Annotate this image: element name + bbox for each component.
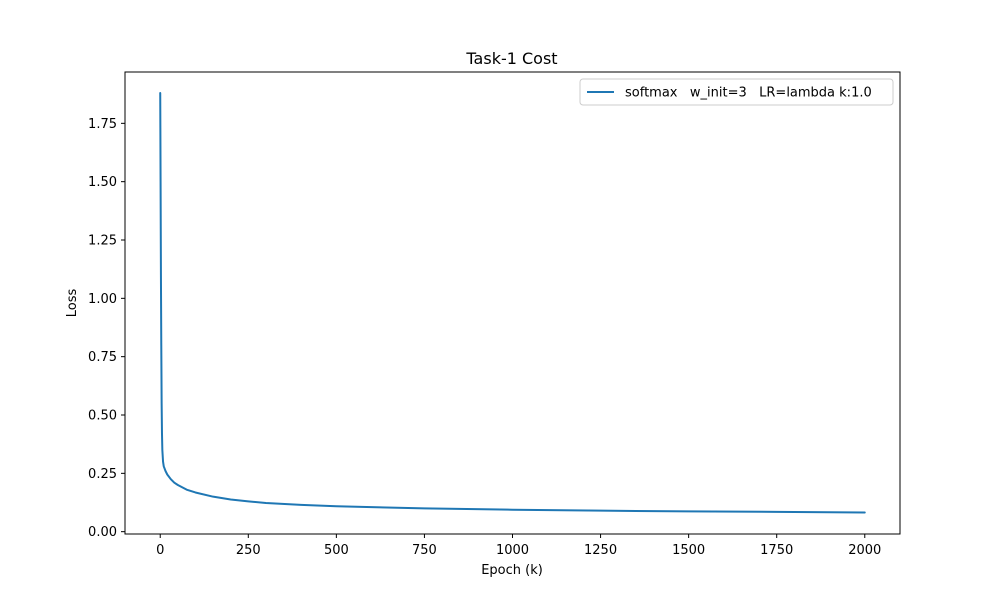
x-tick-label: 1750 xyxy=(760,543,793,558)
y-tick-label: 1.00 xyxy=(88,292,117,307)
y-tick-label: 1.75 xyxy=(88,117,117,132)
chart-title: Task-1 Cost xyxy=(465,49,557,68)
y-tick-label: 0.00 xyxy=(88,525,117,540)
x-tick-label: 250 xyxy=(236,543,261,558)
x-tick-label: 2000 xyxy=(848,543,881,558)
plot-frame xyxy=(124,71,901,535)
x-tick-label: 1500 xyxy=(672,543,705,558)
y-tick-label: 0.75 xyxy=(88,350,117,365)
x-tick-label: 0 xyxy=(156,543,164,558)
x-tick-label: 500 xyxy=(324,543,349,558)
legend-box xyxy=(579,78,894,106)
legend: softmax w_init=3 LR=lambda k:1.0 xyxy=(579,78,894,106)
x-axis-label: Epoch (k) xyxy=(481,563,543,578)
legend-entry-label: softmax w_init=3 LR=lambda k:1.0 xyxy=(625,86,872,101)
series-line xyxy=(159,92,866,514)
y-tick-label: 0.25 xyxy=(88,467,117,482)
x-tick-label: 1250 xyxy=(584,543,617,558)
y-axis-label: Loss xyxy=(65,289,80,318)
y-tick-label: 1.25 xyxy=(88,234,117,249)
x-tick-label: 1000 xyxy=(496,543,529,558)
plot-area xyxy=(125,72,900,534)
axes-layer: 0 250 500 750 1000 1250 1500 1750 2000 0.00 0.25 0.… xyxy=(88,117,881,558)
marks-layer xyxy=(159,92,866,514)
x-tick-label: 750 xyxy=(412,543,437,558)
y-tick-label: 0.50 xyxy=(88,409,117,424)
y-tick-label: 1.50 xyxy=(88,175,117,190)
